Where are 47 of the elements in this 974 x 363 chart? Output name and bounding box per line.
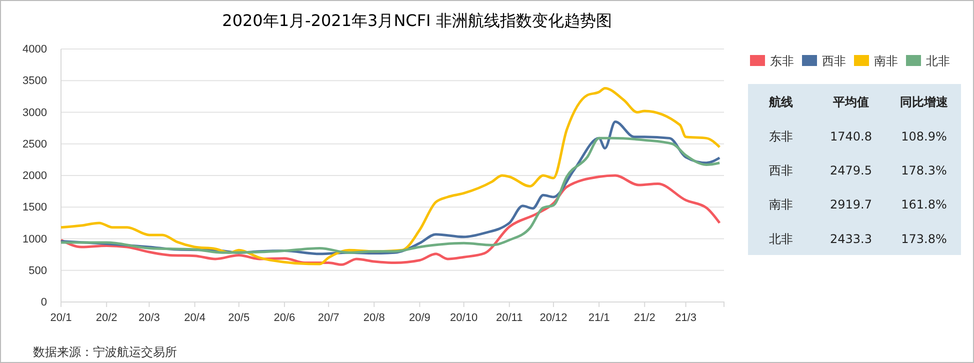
data-label: 2479.5 [830,164,872,178]
x-tick-label: 20/6 [274,312,296,324]
x-tick-label: 20/11 [496,312,523,324]
x-tick-label: 20/8 [363,312,385,324]
y-tick-label: 2000 [22,170,47,182]
legend-label: 北非 [926,54,950,68]
x-tick-label: 20/1 [50,312,72,324]
legend-label: 东非 [770,54,794,68]
category-label: 北非 [769,232,793,246]
x-tick-label: 20/12 [540,312,568,324]
data-label: 2433.3 [830,232,872,246]
data-label: 1740.8 [830,129,872,144]
x-tick-label: 20/7 [318,312,340,324]
y-tick-label: 0 [40,296,47,309]
x-tick-label: 20/2 [96,312,118,324]
x-tick-label: 20/5 [228,312,250,324]
data-label: 178.3% [901,164,947,178]
y-tick-label: 500 [28,264,47,277]
x-tick-label: 21/1 [588,312,610,324]
y-tick-label: 2500 [22,138,47,150]
chart-title: 2020年1月-2021年3月NCFI 非洲航线指数变化趋势图 [222,11,612,30]
y-tick-label: 4000 [22,44,47,56]
data-label: 161.8% [901,198,947,212]
y-tick-label: 1000 [22,233,47,246]
text: 同比增速 [900,95,949,110]
x-tick-label: 20/4 [184,312,206,324]
line-series [60,86,721,266]
category-label: 西非 [769,164,793,178]
data-label: 173.8% [901,232,947,246]
x-tick-label: 20/10 [450,312,478,324]
x-tick-label: 21/3 [675,312,696,324]
text: 航线 [768,95,793,110]
category-label: 南非 [769,198,793,212]
legend-label: 西非 [822,54,846,68]
x-tick-label: 20/3 [138,312,160,324]
source-note: 数据来源：宁波航运交易所 [33,345,177,359]
data-label: 108.9% [901,129,947,144]
y-tick-label: 3500 [22,75,47,88]
line-series [60,174,721,266]
series-label: 平均值 [832,95,869,110]
legend-label: 南非 [874,54,898,68]
y-tick-label: 3000 [22,106,47,119]
x-tick-label: 21/2 [634,312,656,324]
y-tick-label: 1500 [22,202,47,214]
category-label: 东非 [769,129,793,144]
data-label: 2919.7 [830,198,872,212]
x-tick-label: 20/9 [408,312,430,324]
